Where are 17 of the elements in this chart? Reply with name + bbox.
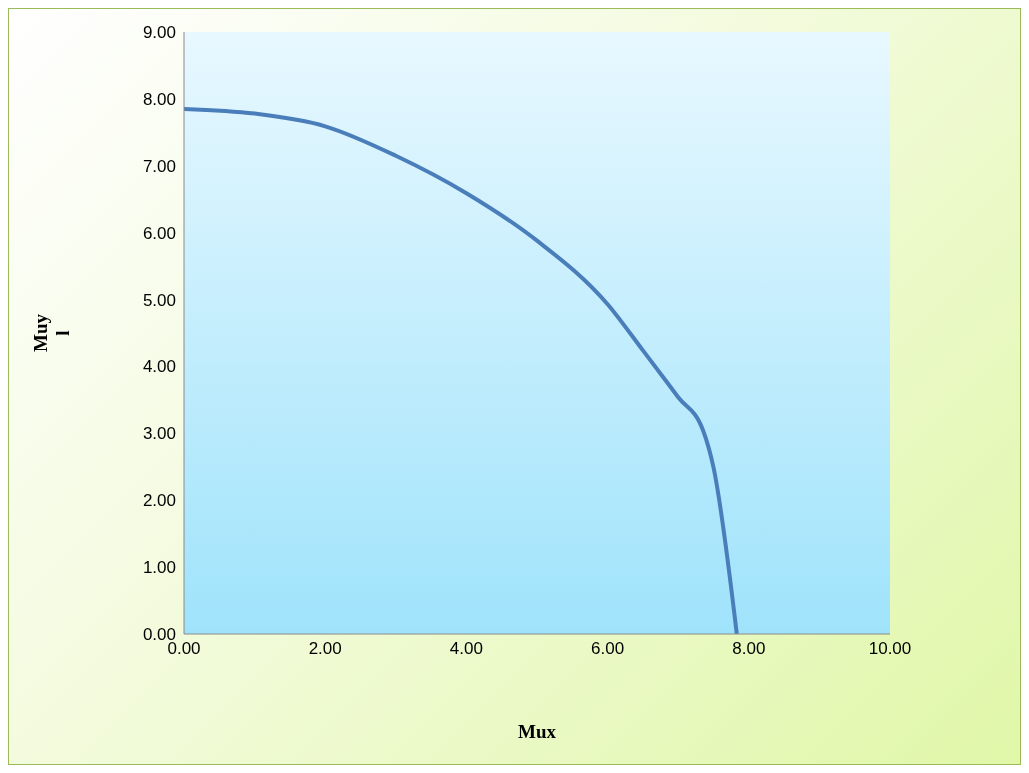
x-axis-title: Mux: [518, 721, 557, 742]
x-tick-label: 4.00: [449, 639, 483, 659]
x-tick-label: 8.00: [732, 639, 766, 659]
y-tick-label: 1.00: [142, 558, 176, 578]
y-tick-label: 8.00: [142, 89, 176, 109]
y-tick-label: 5.00: [142, 290, 176, 310]
y-tick-label: 2.00: [142, 491, 176, 511]
y-tick-label: 9.00: [142, 23, 176, 43]
y-tick-label: 7.00: [142, 156, 176, 176]
y-tick-label: 6.00: [142, 223, 176, 243]
line-series: [184, 106, 739, 634]
y-axis-title: Muy l: [30, 313, 73, 352]
y-tick-label: 3.00: [142, 424, 176, 444]
y-tick-label: 4.00: [142, 357, 176, 377]
x-tick-label: 6.00: [591, 639, 625, 659]
x-tick-label: 10.00: [868, 639, 912, 659]
x-tick-label: 2.00: [308, 639, 342, 659]
